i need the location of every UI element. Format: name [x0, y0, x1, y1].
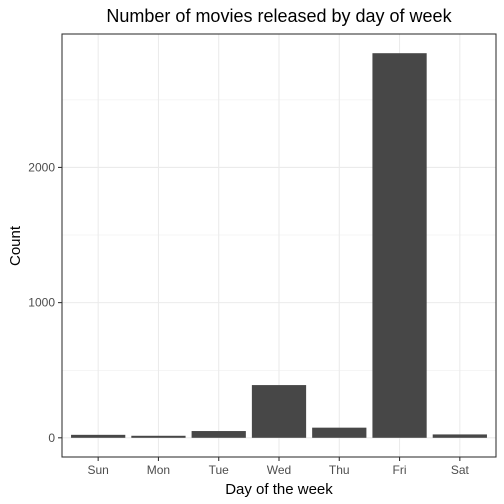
- bar-wed: [251, 385, 307, 438]
- bar-thu: [312, 427, 367, 438]
- y-axis-title: Count: [7, 225, 24, 266]
- y-axis: 0 1000 2000: [28, 160, 62, 445]
- chart-title: Number of movies released by day of week: [106, 6, 452, 26]
- x-tick-label: Fri: [393, 463, 407, 477]
- y-tick-label: 1000: [28, 296, 55, 310]
- x-tick-label: Tue: [209, 463, 230, 477]
- bar-mon: [131, 435, 186, 438]
- y-tick-label: 0: [48, 431, 55, 445]
- bar-sun: [71, 434, 126, 438]
- x-tick-label: Mon: [147, 463, 170, 477]
- bar-sat: [432, 434, 487, 438]
- x-tick-label: Wed: [267, 463, 291, 477]
- x-tick-label: Sat: [451, 463, 470, 477]
- y-tick-label: 2000: [28, 160, 55, 174]
- bar-fri: [372, 53, 427, 438]
- x-tick-label: Thu: [329, 463, 350, 477]
- x-tick-label: Sun: [87, 463, 108, 477]
- x-axis-title: Day of the week: [225, 481, 333, 498]
- bars: [71, 53, 487, 438]
- bar-tue: [191, 431, 246, 438]
- x-axis: Sun Mon Tue Wed Thu Fri Sat: [87, 457, 470, 477]
